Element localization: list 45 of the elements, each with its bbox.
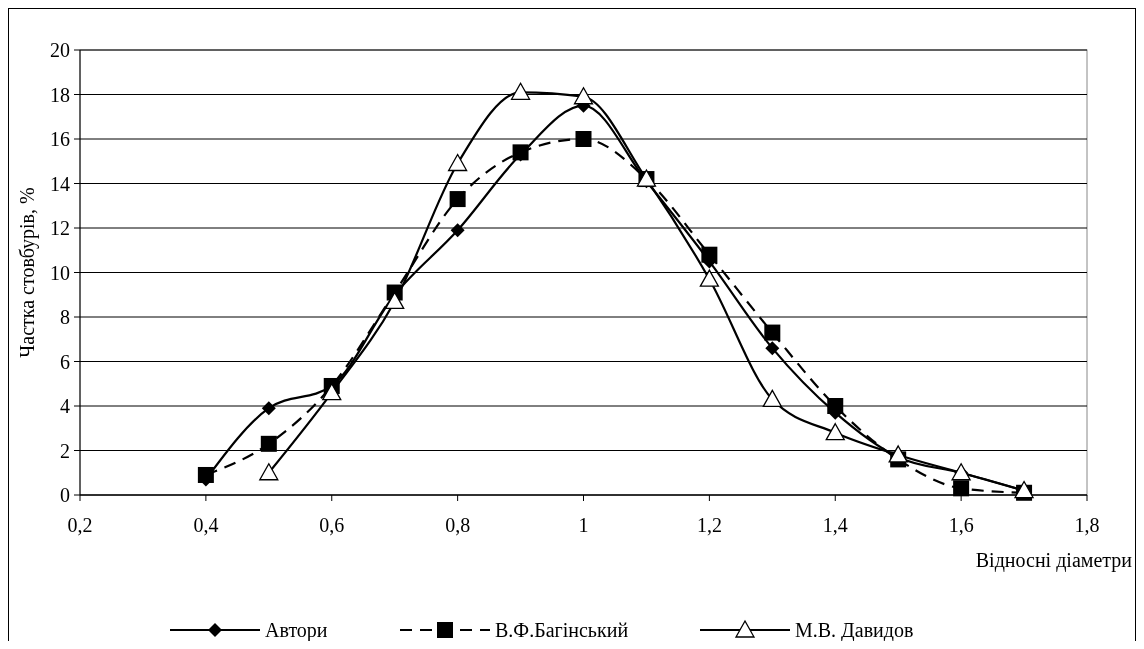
x-tick-label: 1,2 bbox=[696, 514, 722, 536]
y-tick-label: 20 bbox=[50, 39, 70, 61]
point bbox=[827, 398, 844, 414]
point bbox=[261, 401, 276, 416]
point bbox=[764, 324, 781, 341]
point bbox=[573, 87, 594, 105]
y-tick-label: 16 bbox=[50, 128, 70, 150]
x-tick-label: 0,8 bbox=[445, 514, 471, 536]
point bbox=[701, 246, 718, 263]
point bbox=[260, 435, 277, 452]
x-tick-label: 1,8 bbox=[1074, 514, 1100, 536]
point bbox=[385, 291, 405, 310]
point bbox=[575, 131, 592, 147]
x-tick-label: 1,6 bbox=[948, 514, 974, 536]
y-tick-label: 18 bbox=[50, 83, 70, 106]
x-axis-title: Відносні діаметри bbox=[975, 549, 1133, 572]
point bbox=[322, 383, 342, 401]
point bbox=[450, 223, 465, 238]
point bbox=[447, 153, 468, 172]
point bbox=[510, 82, 531, 100]
point bbox=[699, 269, 720, 287]
legend-label: В.Ф.Багінський bbox=[495, 619, 629, 641]
x-tick-label: 0,4 bbox=[193, 514, 219, 536]
legend-label: Автори bbox=[265, 619, 328, 642]
y-tick-label: 8 bbox=[60, 306, 70, 328]
point bbox=[449, 191, 466, 208]
legend-label: М.В. Давидов bbox=[795, 619, 914, 642]
x-tick-label: 0,2 bbox=[67, 514, 93, 536]
y-tick-label: 6 bbox=[60, 350, 70, 373]
y-tick-label: 4 bbox=[60, 395, 70, 417]
point bbox=[197, 466, 214, 483]
point bbox=[765, 341, 780, 356]
point bbox=[762, 389, 782, 407]
y-tick-label: 0 bbox=[60, 484, 70, 506]
y-tick-label: 2 bbox=[60, 439, 70, 462]
y-tick-label: 10 bbox=[50, 261, 70, 284]
x-tick-label: 1 bbox=[578, 514, 589, 536]
x-tick-label: 1,4 bbox=[822, 514, 848, 536]
y-axis-title: Частка стовбурів, % bbox=[16, 187, 39, 358]
x-tick-label: 0,6 bbox=[319, 514, 345, 536]
y-tick-label: 12 bbox=[50, 217, 70, 239]
point bbox=[825, 423, 845, 441]
point bbox=[259, 463, 279, 481]
y-tick-label: 14 bbox=[50, 172, 70, 195]
point bbox=[953, 480, 970, 497]
